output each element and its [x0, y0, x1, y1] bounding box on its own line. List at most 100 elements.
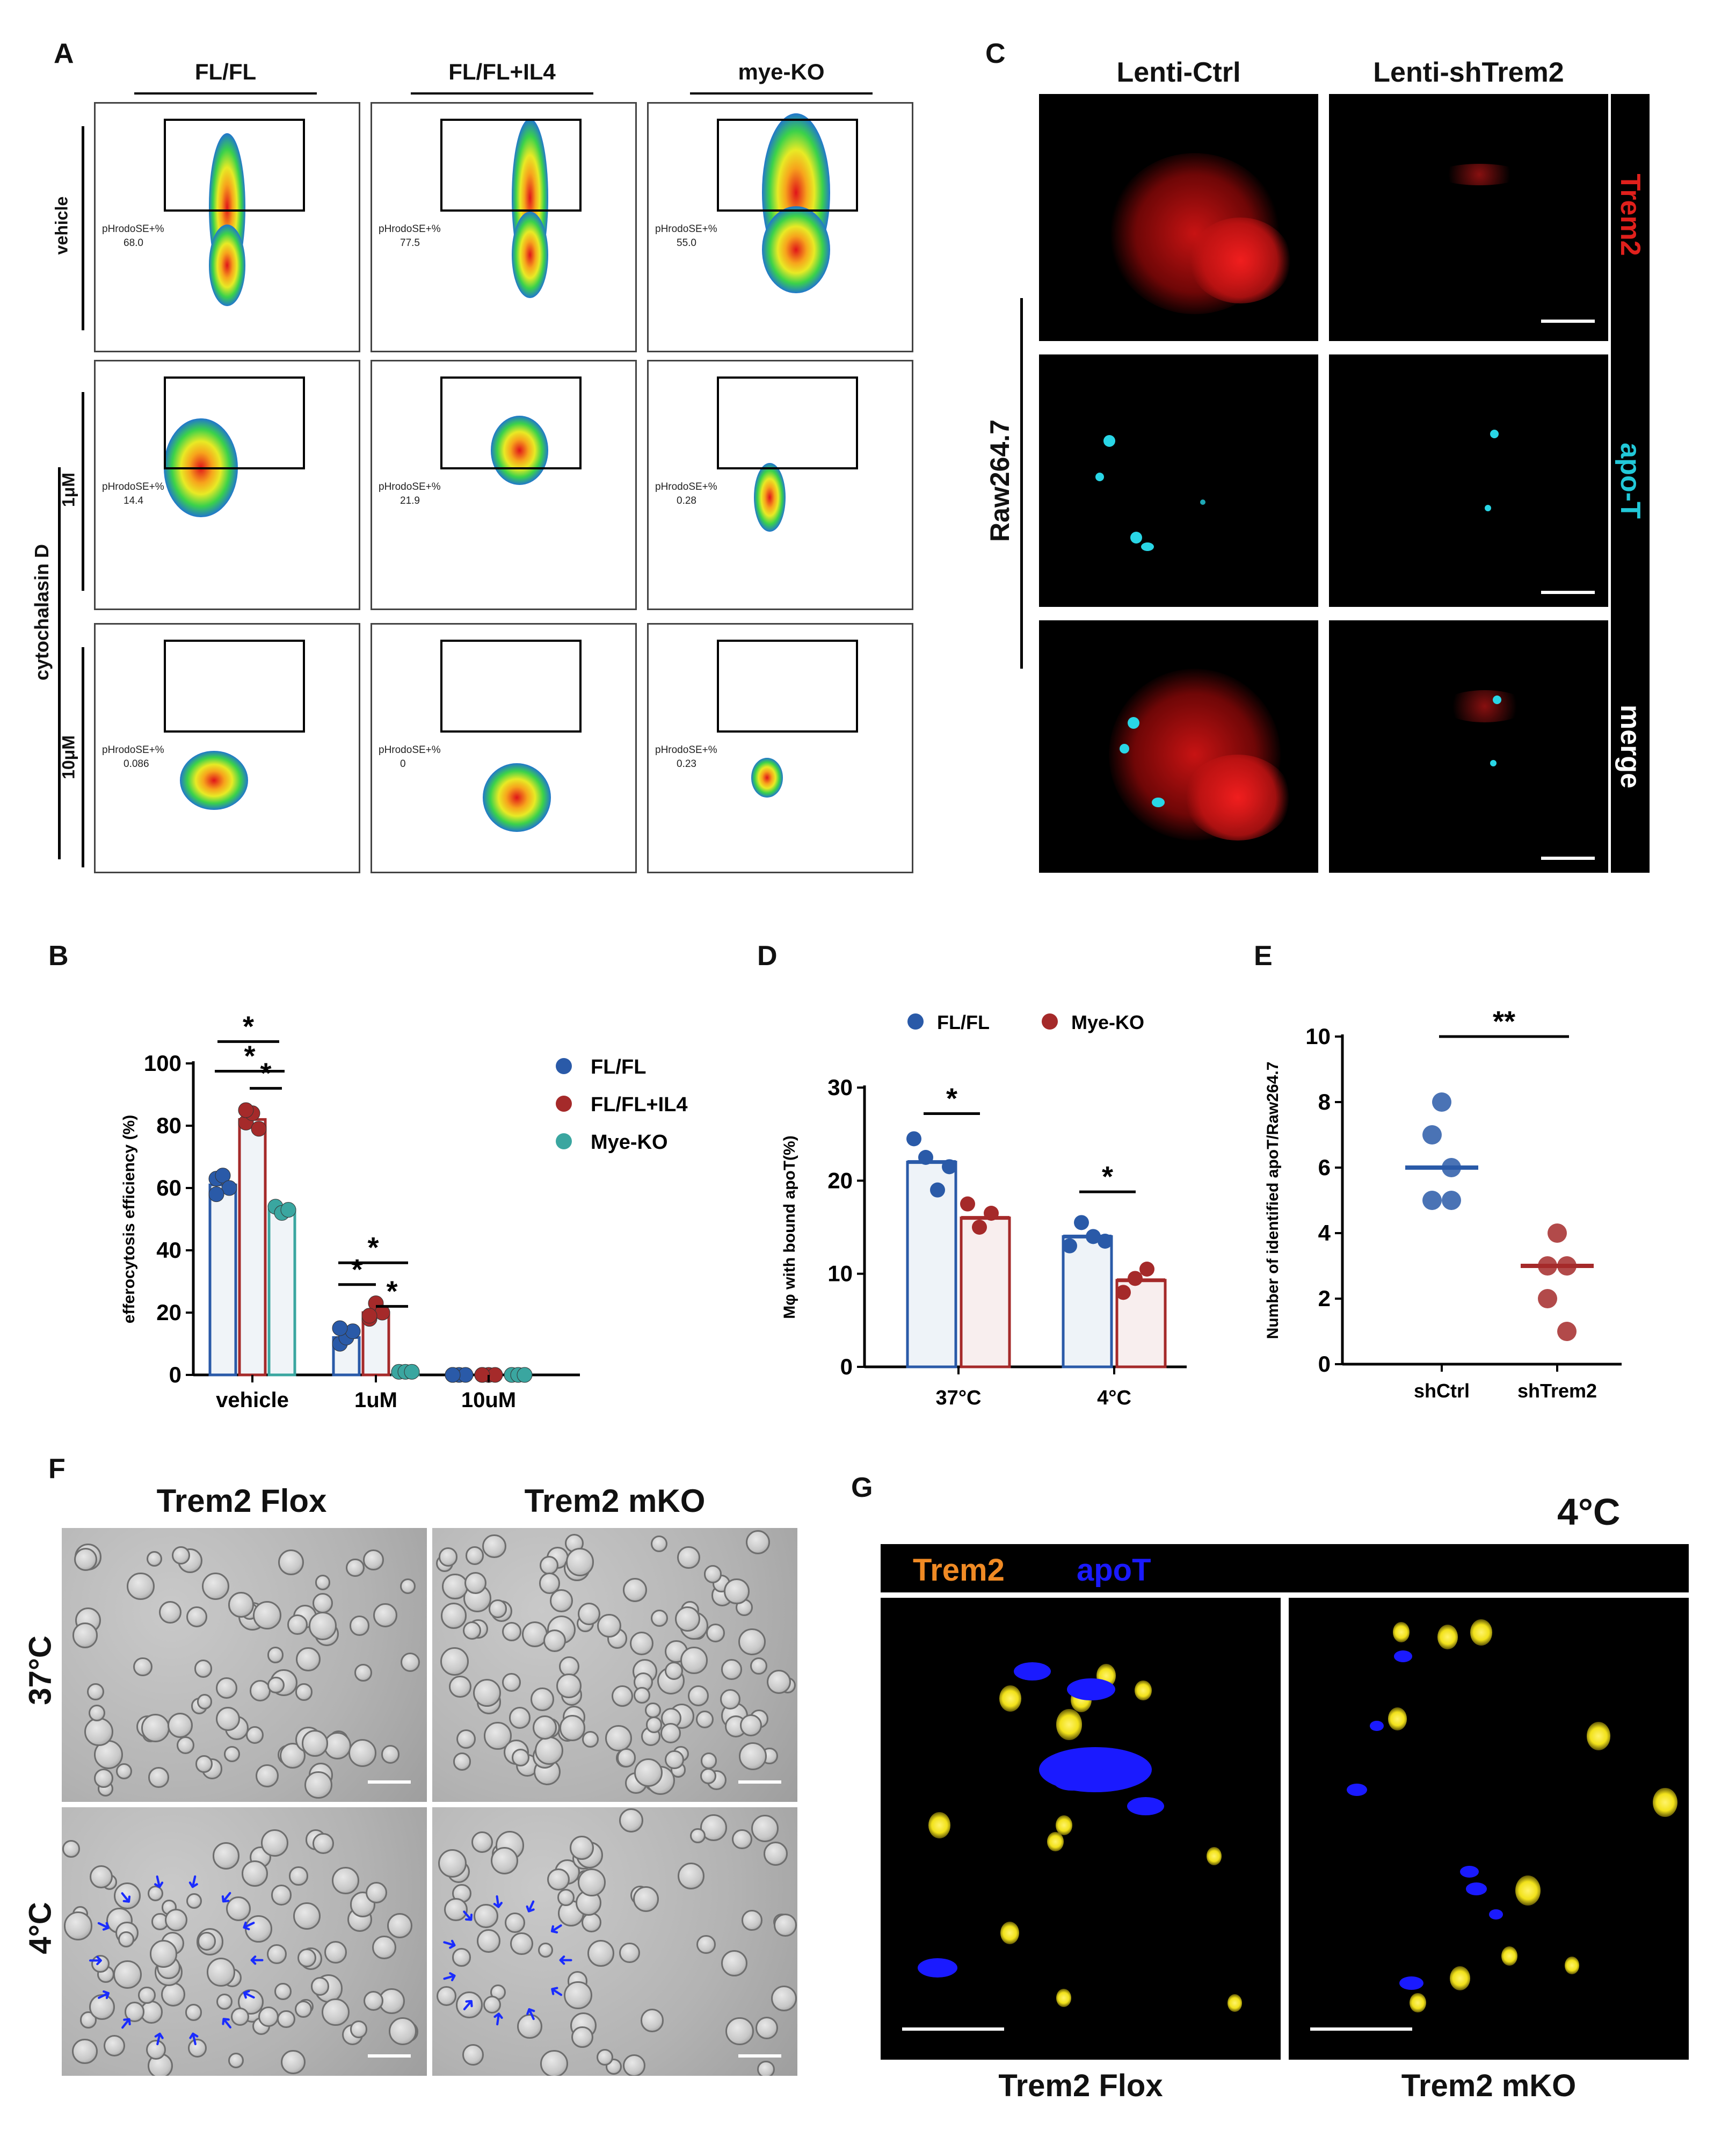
cell — [281, 2049, 306, 2075]
cell — [537, 1943, 554, 1958]
cell — [502, 1622, 522, 1642]
cell — [720, 1689, 741, 1710]
data-point — [215, 1168, 231, 1184]
cell — [539, 1573, 560, 1594]
cell — [773, 1914, 797, 1937]
y-tick-label: 100 — [144, 1051, 181, 1076]
cell — [138, 1986, 156, 2004]
cell — [310, 1977, 330, 1996]
cell — [277, 2010, 295, 2029]
cell — [611, 1685, 633, 1707]
brightfield-flox-4c: ➜ ➜ ➜ ➜ ➜ ➜ ➜ ➜ ➜ ➜ ➜ ➜ ➜ ➜ — [62, 1807, 427, 2076]
apot-spot — [1141, 542, 1154, 551]
data-point — [1139, 1262, 1154, 1277]
apot-spot — [1490, 760, 1497, 766]
apot-particle — [1014, 1662, 1051, 1681]
cell — [449, 1675, 472, 1698]
bar — [267, 1208, 296, 1377]
chart-b-efferocytosis: 0 20 40 60 80 100 efferocytosis efficiency (%)… — [120, 1010, 688, 1412]
cell — [560, 1715, 586, 1741]
cell — [212, 1842, 240, 1870]
cell — [706, 1623, 725, 1642]
cell — [185, 2003, 202, 2021]
apot-spot — [1493, 696, 1501, 704]
bar — [238, 1118, 267, 1377]
data-point — [960, 1196, 975, 1212]
cell — [465, 1546, 484, 1565]
legend-label: FL/FL — [937, 1011, 990, 1033]
cell — [147, 1886, 163, 1902]
cell — [721, 1950, 748, 1977]
bar — [208, 1183, 237, 1377]
legend-marker — [556, 1096, 572, 1112]
x-tick-label: 37°C — [936, 1387, 982, 1409]
cell — [751, 1814, 779, 1843]
cell — [755, 2016, 778, 2039]
cell — [381, 1745, 400, 1764]
col-header-line-1 — [134, 92, 317, 95]
cell — [296, 1647, 321, 1672]
trem2-signal-dense — [1189, 218, 1291, 303]
gate-percentage: pHrodoSE+% 0 — [379, 744, 441, 770]
confocal-ctrl-apot — [1039, 354, 1318, 607]
legend-label: Mye-KO — [1071, 1011, 1144, 1033]
confocal-g-mko — [1289, 1598, 1689, 2060]
cell — [223, 1746, 240, 1762]
brightfield-mko-4c: ➜ ➜ ➜ ➜ ➜ ➜ ➜ ➜ ➜ ➜ ➜ — [432, 1807, 797, 2076]
trem2-cell — [1227, 1994, 1242, 2012]
cell — [596, 2048, 613, 2066]
cell — [197, 1694, 213, 1710]
cell — [651, 1535, 668, 1552]
brightfield-mko-37c — [432, 1528, 797, 1802]
cell — [315, 1574, 331, 1590]
scale-bar — [368, 2054, 411, 2058]
scale-bar — [1541, 591, 1595, 594]
gate-box — [164, 376, 306, 470]
cell — [664, 1662, 684, 1681]
channel-label-trem2: Trem2 — [1615, 173, 1646, 256]
cell — [226, 1896, 251, 1922]
cell — [582, 1730, 599, 1748]
cell — [677, 1862, 705, 1890]
cell — [444, 1897, 468, 1922]
apot-particle — [1347, 1783, 1367, 1796]
y-tick-label: 20 — [156, 1300, 181, 1325]
cell — [245, 1726, 264, 1744]
cell — [89, 1994, 115, 2020]
trem2-cell — [1392, 1622, 1410, 1642]
data-point — [942, 1159, 957, 1175]
cell — [287, 1614, 308, 1635]
cell — [569, 1836, 594, 1860]
cell — [126, 1572, 155, 1600]
significance-star: * — [1102, 1161, 1113, 1193]
data-point — [1557, 1322, 1577, 1341]
panel-e-label: E — [1254, 940, 1273, 972]
cell — [372, 1936, 396, 1960]
data-point — [984, 1206, 999, 1221]
cell — [462, 2044, 484, 2066]
apot-spot — [1152, 798, 1165, 807]
scale-bar — [1310, 2027, 1412, 2031]
cell — [695, 1710, 714, 1728]
cell — [619, 1942, 640, 1964]
cell — [332, 1867, 360, 1894]
raw264-label: Raw264.7 — [985, 419, 1015, 542]
confocal-sh-apot — [1329, 354, 1608, 607]
cell — [308, 1612, 337, 1640]
scale-bar — [1541, 857, 1595, 860]
panel-d-label: D — [757, 940, 778, 972]
data-point — [208, 1186, 224, 1203]
data-point — [474, 1367, 490, 1383]
cell — [766, 1669, 791, 1694]
trem2-cell — [928, 1812, 950, 1838]
cell — [176, 1736, 194, 1754]
cell — [587, 1940, 614, 1967]
significance-star: ** — [1493, 1005, 1515, 1038]
flow-plot-r2-c3: pHrodoSE+% 0.28 — [647, 360, 913, 610]
cell — [771, 1985, 797, 2011]
cell — [738, 1742, 767, 1770]
cell — [197, 1932, 216, 1951]
gate-percentage: pHrodoSE+% 68.0 — [102, 223, 164, 249]
gate-percentage: pHrodoSE+% 77.5 — [379, 223, 441, 249]
cell — [297, 1948, 317, 1968]
